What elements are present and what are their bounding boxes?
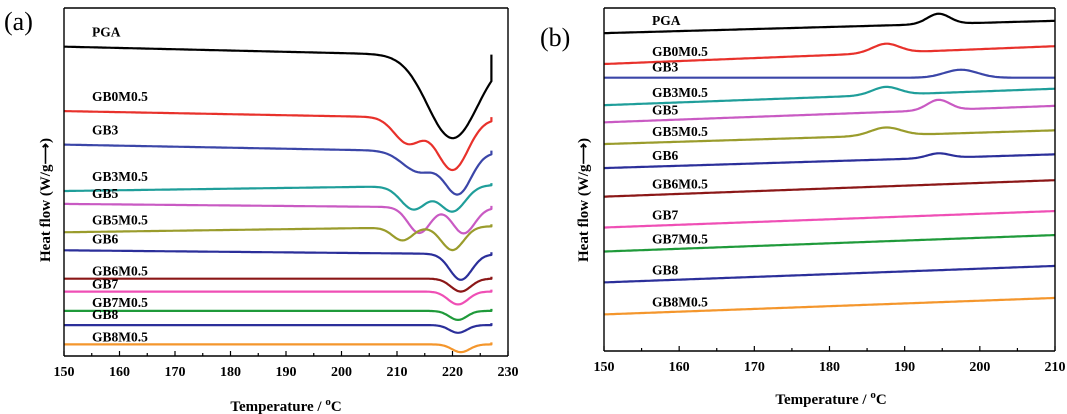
- series-line-gb5m0-5: [603, 126, 1056, 146]
- series-label-pga: PGA: [92, 25, 121, 40]
- x-tick-label: 190: [276, 365, 297, 380]
- series-label-gb3: GB3: [92, 123, 119, 138]
- x-tick-label: 160: [109, 365, 130, 380]
- series-line-gb7m0-5: [64, 308, 493, 321]
- panel-a-y-axis-title: Heat flow (W/g⟶): [38, 138, 54, 262]
- panel-a-x-axis-title-unit: C: [331, 399, 342, 414]
- series-label-gb6m0-5: GB6M0.5: [92, 264, 148, 279]
- panel-a-x-axis-title-text: Temperature /: [230, 399, 325, 414]
- series-label-gb5m0-5: GB5M0.5: [92, 212, 148, 227]
- panel-a-axes: 150 160 170 180 190 200 210 220 230: [54, 7, 519, 380]
- series-label-gb5: GB5: [652, 102, 679, 117]
- panel-b-curves: [603, 12, 1056, 316]
- series-label-gb3m0-5: GB3M0.5: [652, 85, 708, 100]
- series-label-gb7: GB7: [92, 277, 119, 292]
- series-line-gb8: [603, 264, 1056, 284]
- series-label-gb0m0-5: GB0M0.5: [92, 89, 148, 104]
- series-line-gb3m0-5: [603, 85, 1056, 107]
- x-tick-label: 210: [387, 365, 408, 380]
- series-line-gb8m0-5: [64, 342, 493, 354]
- series-line-gb3: [64, 143, 493, 196]
- panel-b-y-axis-title: Heat flow (W/g⟶): [576, 138, 592, 262]
- panel-a-curves: [63, 45, 493, 354]
- series-line-gb6: [64, 249, 493, 281]
- x-tick-label: 150: [54, 365, 75, 380]
- series-label-gb8: GB8: [92, 307, 119, 322]
- series-label-gb8: GB8: [652, 262, 679, 277]
- series-label-gb6: GB6: [652, 148, 679, 163]
- x-tick-label: 170: [744, 360, 765, 375]
- x-tick-label: 200: [969, 360, 990, 375]
- series-line-gb3m0-5: [64, 183, 493, 213]
- series-line-gb5: [604, 98, 1055, 124]
- series-label-gb8m0-5: GB8M0.5: [652, 294, 708, 309]
- series-line-pga: [603, 12, 1056, 35]
- series-line-gb6: [603, 152, 1056, 170]
- panel-a: (a) PGA GB0M0.5 GB3 GB3M0.5 GB5 GB5M0.5 GB6 GB6…: [4, 7, 519, 414]
- x-tick-label: 220: [442, 365, 463, 380]
- series-label-gb6m0-5: GB6M0.5: [652, 177, 708, 192]
- panel-a-x-axis-title: Temperature / oC: [230, 396, 341, 414]
- panel-b-x-axis-title-sup: o: [870, 389, 876, 401]
- series-line-pga: [64, 45, 493, 140]
- panel-b-x-axis-title-text: Temperature /: [775, 392, 870, 408]
- series-label-pga: PGA: [652, 13, 681, 28]
- x-tick-label: 230: [498, 365, 519, 380]
- panel-b-axes: 150 160 170 180 190 200 210: [594, 7, 1066, 375]
- series-line-gb5: [64, 202, 493, 235]
- panel-b-y-axis-title-arrow: ⟶: [576, 143, 592, 165]
- x-tick-label: 210: [1045, 360, 1066, 375]
- series-line-gb3: [604, 68, 1055, 79]
- panel-a-y-axis-title-text: Heat flow (W/g: [38, 164, 54, 262]
- x-tick-label: 190: [894, 360, 915, 375]
- panel-b-x-axis-title: Temperature / oC: [775, 389, 886, 408]
- series-label-gb6: GB6: [92, 231, 119, 246]
- panel-b-label: (b): [540, 23, 570, 52]
- series-label-gb3m0-5: GB3M0.5: [92, 169, 148, 184]
- series-line-gb0m0-5: [64, 109, 493, 172]
- series-line-gb8: [64, 323, 493, 334]
- series-label-gb7m0-5: GB7M0.5: [92, 295, 148, 310]
- panel-a-y-axis-title-arrow: ⟶: [38, 143, 54, 165]
- panel-b-y-axis-title-end: ): [576, 138, 592, 143]
- panel-b-y-axis-title-text: Heat flow (W/g: [576, 164, 592, 262]
- series-line-gb0m0-5: [603, 42, 1056, 66]
- x-tick-label: 170: [165, 365, 186, 380]
- series-line-gb5m0-5: [63, 224, 493, 252]
- series-line-gb7m0-5: [604, 234, 1055, 253]
- series-label-gb5: GB5: [92, 186, 119, 201]
- panel-a-label: (a): [4, 7, 33, 36]
- series-label-gb7: GB7: [652, 208, 679, 223]
- series-label-gb7m0-5: GB7M0.5: [652, 232, 708, 247]
- panel-a-y-axis-title-end: ): [38, 138, 54, 143]
- panel-a-series-labels: PGA GB0M0.5 GB3 GB3M0.5 GB5 GB5M0.5 GB6 GB6M0.5…: [92, 25, 148, 345]
- series-line-gb7: [604, 210, 1055, 229]
- series-line-gb6m0-5: [603, 179, 1056, 198]
- x-tick-label: 180: [819, 360, 840, 375]
- x-tick-label: 150: [594, 360, 615, 375]
- series-label-gb0m0-5: GB0M0.5: [652, 44, 708, 59]
- panel-a-x-axis-title-sup: o: [325, 396, 331, 408]
- series-line-gb6m0-5: [64, 276, 493, 293]
- series-label-gb8m0-5: GB8M0.5: [92, 329, 148, 344]
- panel-b-x-axis-title-unit: C: [876, 392, 887, 408]
- series-label-gb5m0-5: GB5M0.5: [652, 124, 708, 139]
- series-line-gb7: [64, 289, 493, 306]
- series-line-gb8m0-5: [603, 296, 1056, 316]
- x-tick-label: 200: [331, 365, 352, 380]
- series-label-gb3: GB3: [652, 60, 679, 75]
- x-tick-label: 160: [669, 360, 690, 375]
- x-tick-label: 180: [220, 365, 241, 380]
